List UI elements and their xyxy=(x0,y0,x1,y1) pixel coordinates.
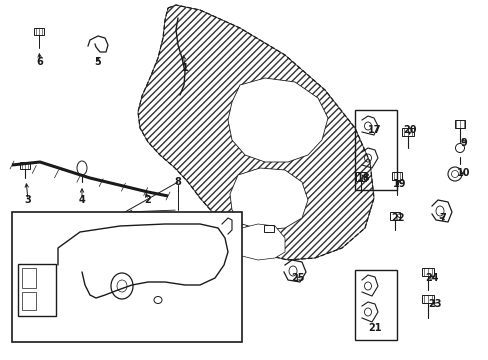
Text: 19: 19 xyxy=(392,179,406,189)
Bar xyxy=(34,28,44,35)
Text: 4: 4 xyxy=(79,195,85,205)
Text: 16: 16 xyxy=(258,143,271,153)
Text: 25: 25 xyxy=(291,273,304,283)
Bar xyxy=(22,292,36,310)
Text: 17: 17 xyxy=(367,125,381,135)
Bar xyxy=(355,172,365,181)
Text: 1: 1 xyxy=(181,63,188,73)
Bar xyxy=(18,264,56,316)
Text: 12: 12 xyxy=(125,287,139,297)
Bar xyxy=(354,110,396,190)
Polygon shape xyxy=(138,5,373,260)
Text: 23: 23 xyxy=(427,299,441,309)
Bar xyxy=(264,225,273,232)
Text: 9: 9 xyxy=(460,138,467,148)
Text: 18: 18 xyxy=(356,173,370,183)
Text: 2: 2 xyxy=(144,195,151,205)
Text: 3: 3 xyxy=(24,195,31,205)
Polygon shape xyxy=(227,78,327,162)
Text: 13: 13 xyxy=(109,243,122,253)
Text: 6: 6 xyxy=(37,57,43,67)
Polygon shape xyxy=(234,224,285,260)
Bar xyxy=(421,268,433,276)
Text: 7: 7 xyxy=(439,213,446,223)
Bar xyxy=(267,174,275,180)
Text: 5: 5 xyxy=(95,57,101,67)
Bar xyxy=(389,212,399,220)
Bar xyxy=(421,295,433,303)
Bar xyxy=(454,120,464,128)
Bar xyxy=(22,268,36,288)
Bar xyxy=(12,212,242,342)
Text: 8: 8 xyxy=(174,177,181,187)
Bar xyxy=(401,128,413,136)
Bar xyxy=(354,270,396,340)
Bar xyxy=(391,172,401,180)
Text: 22: 22 xyxy=(390,213,404,223)
Text: 26: 26 xyxy=(267,233,280,243)
Text: 11: 11 xyxy=(25,271,39,281)
Polygon shape xyxy=(229,168,307,230)
Text: 15: 15 xyxy=(247,187,260,197)
Text: 21: 21 xyxy=(367,323,381,333)
Text: 10: 10 xyxy=(456,168,470,178)
Text: 24: 24 xyxy=(425,273,438,283)
Text: 20: 20 xyxy=(403,125,416,135)
Bar xyxy=(20,162,30,169)
Text: 14: 14 xyxy=(178,305,191,315)
